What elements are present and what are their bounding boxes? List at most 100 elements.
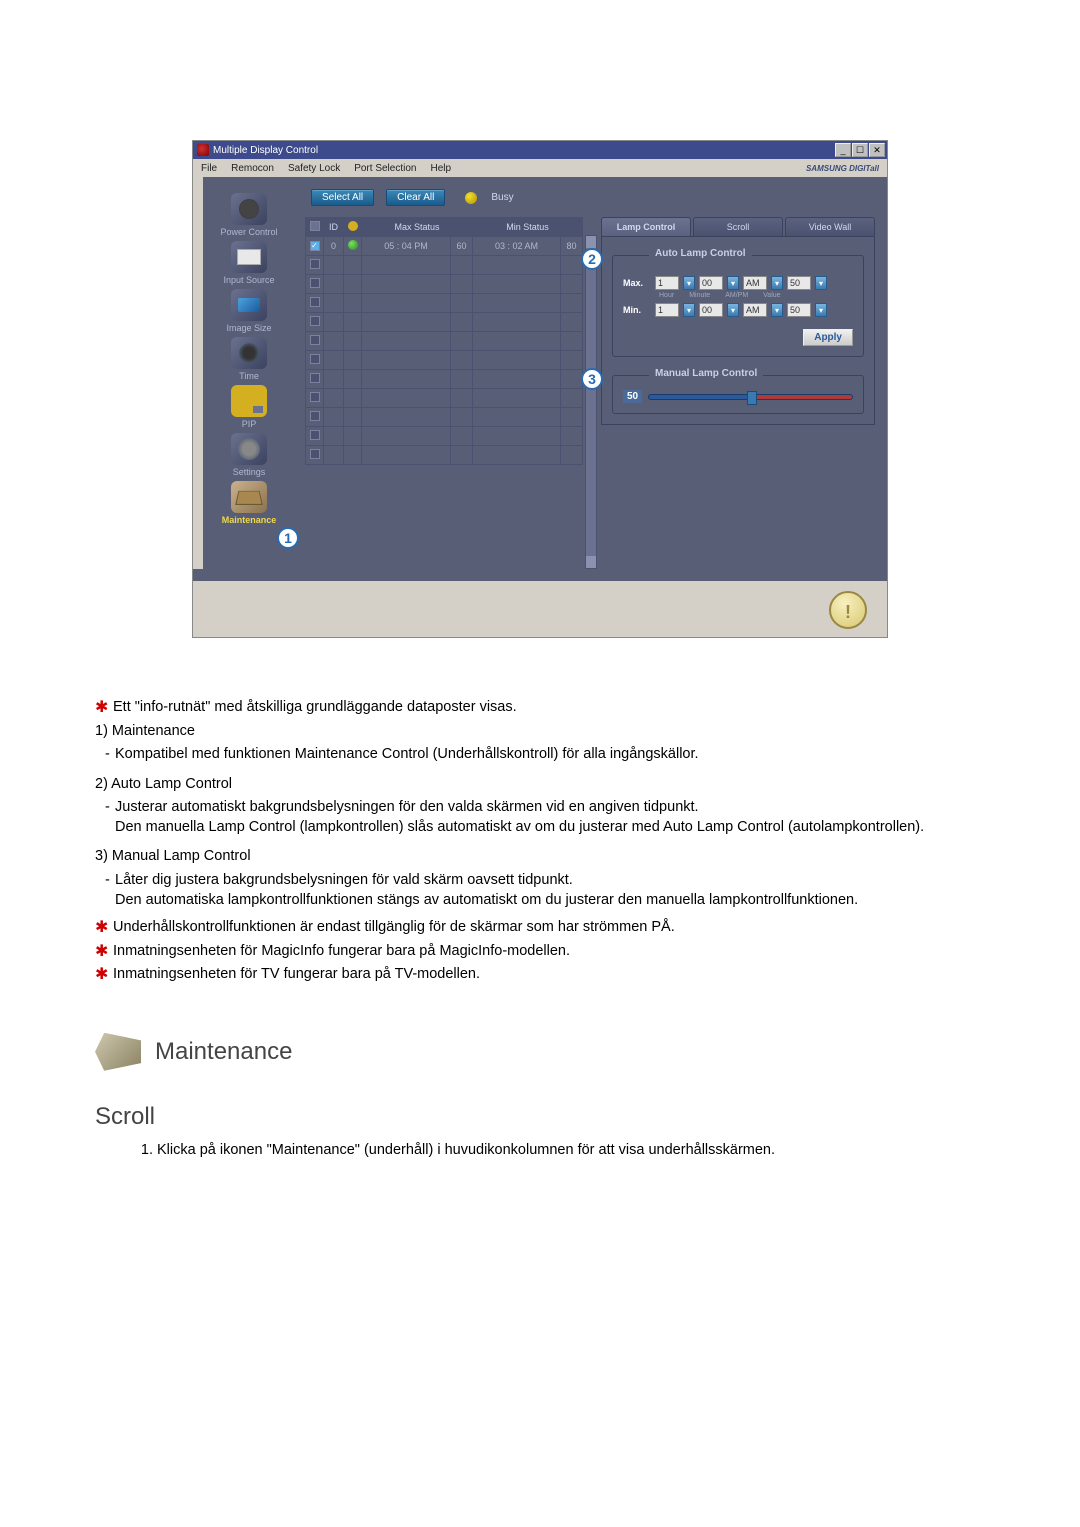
sidebar-item-time[interactable]: Time <box>209 337 289 381</box>
window-title: Multiple Display Control <box>213 145 318 156</box>
row-checkbox[interactable] <box>310 259 320 269</box>
sidebar-label: Settings <box>209 467 289 477</box>
sidebar-label: Maintenance <box>209 515 289 525</box>
dropdown-icon[interactable]: ▾ <box>815 303 827 317</box>
row-checkbox[interactable] <box>310 241 320 251</box>
menu-port-selection[interactable]: Port Selection <box>354 163 416 174</box>
sidebar-item-power[interactable]: Power Control <box>209 193 289 237</box>
row-checkbox[interactable] <box>310 335 320 345</box>
sidebar-item-input[interactable]: Input Source <box>209 241 289 285</box>
menu-file[interactable]: File <box>201 163 217 174</box>
row-checkbox[interactable] <box>310 278 320 288</box>
section-title: Maintenance <box>155 1036 292 1068</box>
row-checkbox[interactable] <box>310 354 320 364</box>
doc-n1-dash: Kompatibel med funktionen Maintenance Co… <box>95 745 985 765</box>
dropdown-icon[interactable]: ▾ <box>683 276 695 290</box>
max-hour-select[interactable]: 1 <box>655 276 679 290</box>
cell-min-val: 80 <box>561 237 583 256</box>
star-icon: ✱ <box>95 917 108 939</box>
doc-star2: Inmatningsenheten för MagicInfo fungerar… <box>113 943 570 959</box>
dropdown-icon[interactable]: ▾ <box>815 276 827 290</box>
main-panel: Select All Clear All Busy ID Max Status … <box>299 189 875 569</box>
row-checkbox[interactable] <box>310 392 320 402</box>
table-row[interactable]: 0 05 : 04 PM 60 03 : 02 AM 80 <box>306 237 583 256</box>
busy-label: Busy <box>491 192 513 203</box>
app-window: Multiple Display Control _ ☐ ✕ File Remo… <box>192 140 888 638</box>
table-row <box>306 332 583 351</box>
select-all-button[interactable]: Select All <box>311 189 374 206</box>
settings-icon <box>231 433 267 465</box>
sublabel-ampm: AM/PM <box>725 292 748 299</box>
left-gray-bar <box>193 177 203 569</box>
min-minute-select[interactable]: 00 <box>699 303 723 317</box>
minimize-button[interactable]: _ <box>835 143 851 157</box>
star-icon: ✱ <box>95 697 108 719</box>
grid-scrollbar[interactable] <box>585 235 597 569</box>
row-checkbox[interactable] <box>310 411 320 421</box>
cell-max-time: 05 : 04 PM <box>362 237 451 256</box>
row-checkbox[interactable] <box>310 297 320 307</box>
document-body: ✱Ett "info-rutnät" med åtskilliga grundl… <box>95 698 985 1161</box>
brightness-slider[interactable] <box>648 394 853 400</box>
doc-star3: Inmatningsenheten för TV fungerar bara p… <box>113 966 480 982</box>
clear-all-button[interactable]: Clear All <box>386 189 445 206</box>
scroll-step-1: Klicka på ikonen "Maintenance" (underhål… <box>157 1141 985 1161</box>
row-checkbox[interactable] <box>310 449 320 459</box>
right-panel: Lamp Control Scroll Video Wall Auto Lamp… <box>601 217 875 569</box>
sublabel-value: Value <box>763 292 780 299</box>
tab-video-wall[interactable]: Video Wall <box>785 217 875 236</box>
table-row <box>306 256 583 275</box>
sidebar-label: PIP <box>209 419 289 429</box>
info-grid: ID Max Status Min Status 0 05 : 04 PM 60… <box>305 217 583 569</box>
pip-icon <box>231 385 267 417</box>
dropdown-icon[interactable]: ▾ <box>771 276 783 290</box>
tab-scroll[interactable]: Scroll <box>693 217 783 236</box>
doc-n2-dash: Justerar automatiskt bakgrundsbelysninge… <box>95 798 985 818</box>
sidebar-item-maintenance[interactable]: Maintenance <box>209 481 289 525</box>
doc-n2-cont: Den manuella Lamp Control (lampkontrolle… <box>95 818 985 838</box>
menu-help[interactable]: Help <box>430 163 451 174</box>
checkbox-header-icon[interactable] <box>310 221 320 231</box>
table-row <box>306 313 583 332</box>
sidebar-label: Time <box>209 371 289 381</box>
row-checkbox[interactable] <box>310 373 320 383</box>
table-row <box>306 389 583 408</box>
row-checkbox[interactable] <box>310 430 320 440</box>
doc-n3-cont: Den automatiska lampkontrollfunktionen s… <box>95 891 985 911</box>
maximize-button[interactable]: ☐ <box>852 143 868 157</box>
tab-lamp-control[interactable]: Lamp Control <box>601 217 691 236</box>
star-icon: ✱ <box>95 941 108 963</box>
sublabel-minute: Minute <box>689 292 710 299</box>
callout-1: 1 <box>277 527 299 549</box>
menu-safety-lock[interactable]: Safety Lock <box>288 163 340 174</box>
table-row <box>306 294 583 313</box>
close-button[interactable]: ✕ <box>869 143 885 157</box>
sidebar-item-imagesize[interactable]: Image Size <box>209 289 289 333</box>
dropdown-icon[interactable]: ▾ <box>727 276 739 290</box>
callout-2: 2 <box>581 248 603 270</box>
max-minute-select[interactable]: 00 <box>699 276 723 290</box>
col-max-status: Max Status <box>362 218 473 237</box>
table-row <box>306 427 583 446</box>
dropdown-icon[interactable]: ▾ <box>771 303 783 317</box>
sublabel-hour: Hour <box>659 292 674 299</box>
menu-remocon[interactable]: Remocon <box>231 163 274 174</box>
apply-button[interactable]: Apply <box>803 329 853 346</box>
dropdown-icon[interactable]: ▾ <box>683 303 695 317</box>
dropdown-icon[interactable]: ▾ <box>727 303 739 317</box>
sidebar-item-pip[interactable]: PIP <box>209 385 289 429</box>
max-ampm-select[interactable]: AM <box>743 276 767 290</box>
max-value-select[interactable]: 50 <box>787 276 811 290</box>
alert-icon <box>829 591 867 629</box>
maintenance-section-icon <box>95 1033 141 1071</box>
min-hour-select[interactable]: 1 <box>655 303 679 317</box>
row-checkbox[interactable] <box>310 316 320 326</box>
maintenance-icon <box>231 481 267 513</box>
doc-n1: 1) Maintenance <box>95 722 985 742</box>
min-value-select[interactable]: 50 <box>787 303 811 317</box>
auto-lamp-legend: Auto Lamp Control <box>649 248 752 259</box>
min-ampm-select[interactable]: AM <box>743 303 767 317</box>
table-row <box>306 275 583 294</box>
sidebar-item-settings[interactable]: Settings <box>209 433 289 477</box>
image-size-icon <box>231 289 267 321</box>
